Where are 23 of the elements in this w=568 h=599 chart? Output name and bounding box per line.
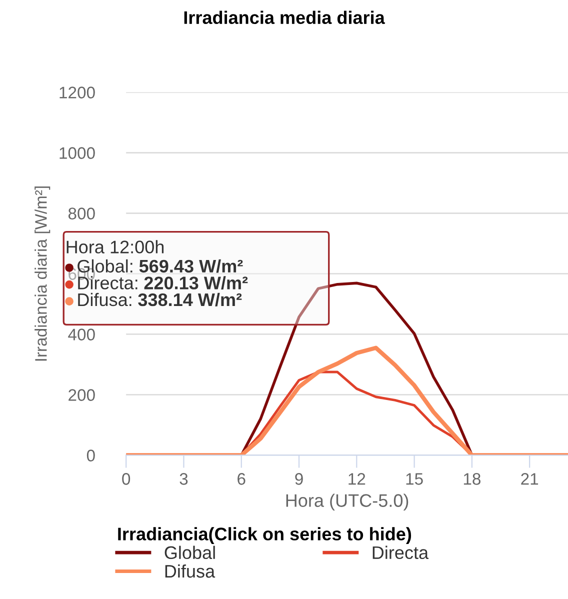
y-tick-label: 200 — [68, 389, 95, 401]
legend-label: Difusa — [165, 564, 216, 578]
x-tick-label: 15 — [406, 473, 423, 485]
legend-title: Irradiancia(Click on series to hide) — [118, 527, 412, 544]
x-tick-label: 21 — [521, 473, 538, 485]
y-tick-label: 1200 — [60, 86, 95, 98]
legend-label: Global — [164, 546, 215, 560]
x-axis-title: Hora (UTC-5.0) — [286, 494, 408, 511]
chart-title: Irradiancia media diaria — [184, 10, 385, 24]
x-tick-label: 9 — [295, 473, 303, 485]
x-tick-label: 18 — [464, 473, 480, 485]
legend-label: Directa — [372, 546, 429, 560]
y-tick-label: 1000 — [60, 147, 95, 159]
annotation: Hora 12:00h — [66, 240, 164, 254]
x-tick-label: 12 — [348, 473, 366, 485]
x-tick-label: 6 — [238, 473, 246, 485]
y-axis-title: Irradiancia diaria [W/m²] — [34, 186, 50, 361]
y-tick-label: 800 — [68, 208, 95, 220]
y-tick-label: 0 — [86, 450, 95, 462]
y-tick-label: 400 — [68, 328, 95, 340]
annotation: Difusa: 338.14 W/m² — [78, 292, 242, 306]
x-tick-label: 3 — [180, 473, 188, 485]
x-tick-label: 0 — [122, 473, 130, 485]
